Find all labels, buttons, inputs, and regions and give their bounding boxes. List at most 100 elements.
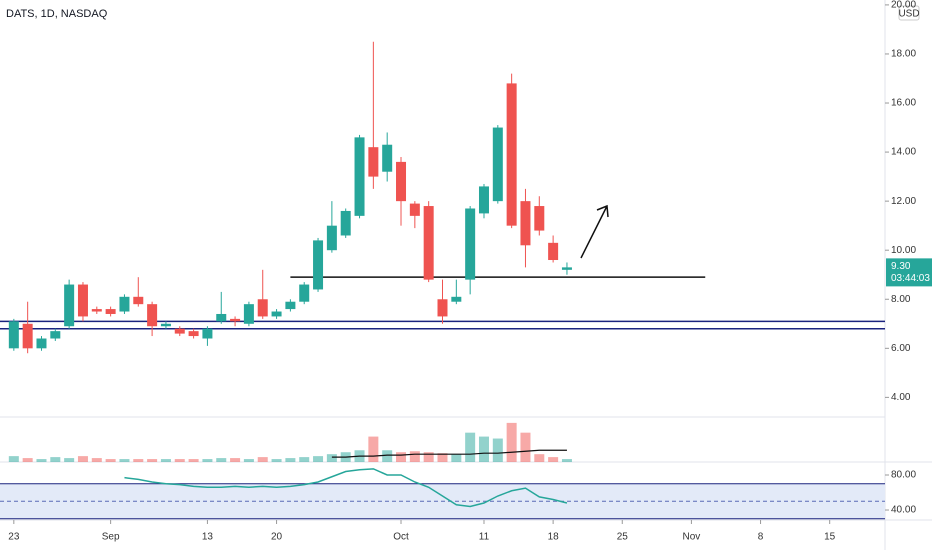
candle-body bbox=[561, 267, 572, 270]
volume-bar bbox=[119, 459, 130, 462]
volume-bar bbox=[147, 459, 158, 462]
rsi-tick-label: 40.00 bbox=[891, 505, 916, 516]
currency: USD bbox=[898, 9, 919, 20]
candle-body bbox=[437, 299, 448, 317]
volume-bar bbox=[520, 432, 531, 462]
x-tick-label: Sep bbox=[102, 532, 120, 543]
candle-body bbox=[326, 225, 337, 251]
y-tick-label: 8.00 bbox=[891, 294, 911, 305]
candle-body bbox=[188, 331, 199, 337]
volume-bar bbox=[506, 422, 517, 462]
volume-bar bbox=[91, 458, 102, 462]
volume-bar bbox=[423, 452, 434, 462]
volume-ma bbox=[331, 449, 567, 458]
y-tick-label: 20.00 bbox=[891, 0, 916, 11]
currency-box bbox=[898, 5, 920, 21]
volume-bar bbox=[492, 438, 503, 462]
last-price-label: 9.30 bbox=[891, 261, 911, 272]
candle-body bbox=[64, 284, 75, 327]
candle-body bbox=[36, 338, 47, 349]
candle-body bbox=[451, 296, 462, 302]
candle-body bbox=[202, 328, 213, 339]
volume-bar bbox=[243, 459, 254, 462]
y-tick-label: 10.00 bbox=[891, 245, 916, 256]
countdown-label: 03:44:03 bbox=[891, 273, 930, 284]
x-tick-label: 8 bbox=[758, 532, 764, 543]
last-price-box bbox=[886, 258, 932, 287]
x-tick-label: 13 bbox=[202, 532, 214, 543]
candle-body bbox=[50, 331, 61, 339]
volume-bar bbox=[465, 432, 476, 462]
candle-body bbox=[354, 137, 365, 216]
volume-bar bbox=[396, 452, 407, 462]
candle-body bbox=[396, 161, 407, 202]
volume-bar bbox=[326, 454, 337, 462]
candle-body bbox=[368, 147, 379, 177]
candle-body bbox=[174, 328, 185, 334]
candle-body bbox=[478, 186, 489, 214]
candle-body bbox=[230, 318, 241, 322]
volume-bar bbox=[478, 436, 489, 462]
x-tick-label: 15 bbox=[824, 532, 836, 543]
candle-body bbox=[534, 206, 545, 231]
y-tick-label: 16.00 bbox=[891, 98, 916, 109]
candle-body bbox=[77, 284, 88, 317]
arrow-drawing bbox=[580, 204, 609, 259]
candle-body bbox=[382, 144, 393, 172]
x-tick-label: 11 bbox=[479, 532, 490, 543]
volume-bar bbox=[50, 457, 61, 462]
candle-body bbox=[506, 83, 517, 226]
y-tick-label: 4.00 bbox=[891, 392, 911, 403]
volume-bar bbox=[8, 456, 19, 462]
volume-bar bbox=[548, 457, 559, 462]
volume-bar bbox=[368, 436, 379, 462]
candle-body bbox=[271, 311, 282, 317]
volume-bar bbox=[299, 457, 310, 462]
x-tick-label: Nov bbox=[683, 532, 701, 543]
candle-body bbox=[91, 309, 102, 312]
y-tick-label: 12.00 bbox=[891, 196, 916, 207]
candle-body bbox=[216, 313, 227, 322]
volume-bar bbox=[64, 458, 75, 462]
candle-body bbox=[147, 304, 158, 327]
candle-body bbox=[423, 206, 434, 280]
volume-bar bbox=[36, 459, 47, 462]
rsi-tick-label: 80.00 bbox=[891, 470, 916, 481]
volume-bar bbox=[451, 454, 462, 462]
candle-body bbox=[548, 242, 559, 261]
volume-bar bbox=[313, 456, 324, 462]
volume-bar bbox=[77, 456, 88, 462]
volume-bar bbox=[534, 454, 545, 462]
volume-bar bbox=[257, 457, 268, 462]
rsi-line bbox=[124, 468, 568, 508]
volume-bar bbox=[188, 459, 199, 462]
volume-bar bbox=[382, 450, 393, 462]
candle-body bbox=[313, 240, 324, 290]
y-tick-label: 18.00 bbox=[891, 49, 916, 60]
volume-bar bbox=[22, 458, 33, 462]
candle-body bbox=[257, 299, 268, 317]
candle-body bbox=[409, 203, 420, 216]
candle-body bbox=[520, 201, 531, 246]
x-tick-label: 18 bbox=[548, 532, 560, 543]
y-tick-label: 14.00 bbox=[891, 147, 916, 158]
volume-bar bbox=[174, 459, 185, 462]
candle-body bbox=[492, 127, 503, 202]
y-tick-label: 6.00 bbox=[891, 343, 911, 354]
volume-bar bbox=[133, 459, 144, 462]
volume-bar bbox=[202, 459, 213, 462]
candle-body bbox=[105, 309, 116, 314]
volume-bar bbox=[216, 458, 227, 462]
volume-bar bbox=[437, 453, 448, 462]
candle-body bbox=[22, 323, 33, 349]
candle-body bbox=[243, 304, 254, 324]
x-tick-label: Oct bbox=[393, 532, 409, 543]
volume-bar bbox=[271, 459, 282, 462]
x-tick-label: 23 bbox=[8, 532, 20, 543]
x-tick-label: 20 bbox=[271, 532, 283, 543]
candle-body bbox=[160, 323, 171, 327]
volume-bar bbox=[160, 459, 171, 462]
candle-body bbox=[465, 208, 476, 280]
volume-bar bbox=[561, 459, 572, 462]
